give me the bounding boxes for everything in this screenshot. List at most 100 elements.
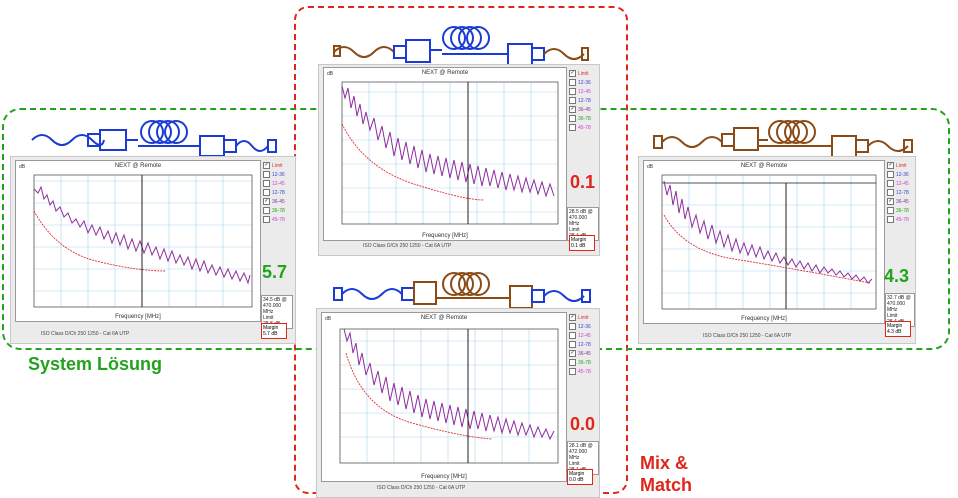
center-bottom-legend: ✓ Limit 12-36 12-45 12-78 ✓ 36-45 36-78 45… <box>569 313 599 376</box>
legend-item[interactable]: ✓ 36-45 <box>887 197 917 206</box>
center-bottom-footer: ISO Class D/Ch 250 1250 - Cat 6A UTP <box>377 485 466 491</box>
legend-checkbox[interactable] <box>569 332 576 339</box>
legend-label: 36-78 <box>578 115 591 122</box>
legend-item[interactable]: 36-78 <box>263 206 293 215</box>
legend-checkbox[interactable]: ✓ <box>263 198 270 205</box>
legend-checkbox[interactable] <box>887 171 894 178</box>
legend-checkbox[interactable] <box>263 189 270 196</box>
legend-item-limit[interactable]: ✓ Limit <box>263 161 293 170</box>
legend-label: 36-78 <box>272 207 285 214</box>
legend-item[interactable]: 12-36 <box>569 78 599 87</box>
legend-label: 12-45 <box>896 180 909 187</box>
center-top-margin-value: 0.1 <box>570 172 596 192</box>
legend-label: 12-36 <box>578 79 591 86</box>
legend-item[interactable]: 12-78 <box>569 340 599 349</box>
center-top-footer: ISO Class D/Ch 250 1250 - Cat 6A UTP <box>363 243 452 249</box>
legend-item[interactable]: 12-78 <box>263 188 293 197</box>
legend-label: 45-78 <box>896 216 909 223</box>
legend-checkbox[interactable] <box>887 180 894 187</box>
legend-checkbox[interactable] <box>887 189 894 196</box>
legend-checkbox[interactable] <box>569 323 576 330</box>
legend-item[interactable]: 12-36 <box>569 322 599 331</box>
plot-title: NEXT @ Remote <box>420 315 468 321</box>
margin-value: 5.7 dB <box>263 331 278 337</box>
legend-checkbox[interactable] <box>263 171 270 178</box>
center-bottom-margin-value: 0.0 <box>570 414 596 434</box>
info-line: Limit <box>263 315 274 321</box>
legend-checkbox[interactable] <box>569 115 576 122</box>
legend-checkbox[interactable]: ✓ <box>569 70 576 77</box>
legend-item[interactable]: 36-78 <box>887 206 917 215</box>
legend-item[interactable]: 12-36 <box>263 170 293 179</box>
legend-checkbox[interactable] <box>569 124 576 131</box>
legend-item[interactable]: 12-45 <box>263 179 293 188</box>
legend-label: 12-36 <box>578 323 591 330</box>
x-axis-label: Frequency [MHz] <box>422 233 468 239</box>
mix-match-caption-line2: Match <box>640 475 693 495</box>
legend-checkbox[interactable] <box>887 207 894 214</box>
legend-item[interactable]: 12-45 <box>569 331 599 340</box>
legend-checkbox[interactable]: ✓ <box>569 106 576 113</box>
right-test-panel: dB NEXT @ Remote Frequency [MHz] ✓ Limit … <box>638 156 916 344</box>
legend-item[interactable]: 36-78 <box>569 114 599 123</box>
legend-item-limit[interactable]: ✓ Limit <box>569 69 599 78</box>
legend-checkbox[interactable]: ✓ <box>887 198 894 205</box>
legend-checkbox[interactable] <box>569 97 576 104</box>
legend-label: 12-45 <box>272 180 285 187</box>
legend-item-limit[interactable]: ✓ Limit <box>569 313 599 322</box>
plot-title: NEXT @ Remote <box>421 70 469 76</box>
legend-item[interactable]: ✓ 36-45 <box>569 105 599 114</box>
plot-svg <box>661 174 877 310</box>
legend-item[interactable]: 36-78 <box>569 358 599 367</box>
x-axis-label: Frequency [MHz] <box>741 316 787 322</box>
legend-label: 12-78 <box>578 97 591 104</box>
left-plot-area: dB NEXT @ Remote Frequency [MHz] <box>15 160 261 322</box>
legend-checkbox[interactable]: ✓ <box>887 162 894 169</box>
margin-label: Margin <box>569 471 585 477</box>
center-bottom-plot-area: dB NEXT @ Remote Frequency [MHz] <box>321 312 567 482</box>
left-margin-box: Margin 5.7 dB <box>261 323 287 339</box>
legend-checkbox[interactable] <box>569 368 576 375</box>
legend-item[interactable]: 12-36 <box>887 170 917 179</box>
info-line: Limit <box>569 461 580 467</box>
legend-item[interactable]: 12-78 <box>887 188 917 197</box>
legend-label: 12-78 <box>578 341 591 348</box>
legend-item[interactable]: 45-78 <box>887 215 917 224</box>
right-plot-area: dB NEXT @ Remote Frequency [MHz] <box>643 160 885 324</box>
legend-item[interactable]: 12-45 <box>569 87 599 96</box>
info-line: 28.5 dB @ <box>569 209 593 215</box>
legend-checkbox[interactable]: ✓ <box>569 350 576 357</box>
y-axis-label: dB <box>19 164 26 170</box>
plot-svg <box>339 328 559 464</box>
legend-item[interactable]: ✓ 36-45 <box>569 349 599 358</box>
legend-item[interactable]: 45-78 <box>569 367 599 376</box>
cable-brown-right-icon <box>653 120 913 159</box>
legend-item[interactable]: 12-78 <box>569 96 599 105</box>
legend-checkbox[interactable] <box>569 79 576 86</box>
legend-checkbox[interactable]: ✓ <box>263 162 270 169</box>
margin-value: 0.1 dB <box>571 243 586 249</box>
legend-checkbox[interactable]: ✓ <box>569 314 576 321</box>
legend-item-limit[interactable]: ✓ Limit <box>887 161 917 170</box>
legend-item[interactable]: 45-78 <box>263 215 293 224</box>
legend-label: Limit <box>578 70 589 77</box>
left-legend: ✓ Limit 12-36 12-45 12-78 ✓ 36-45 36-78 45… <box>263 161 293 224</box>
legend-checkbox[interactable] <box>887 216 894 223</box>
center-top-legend: ✓ Limit 12-36 12-45 12-78 ✓ 36-45 36-78 45… <box>569 69 599 132</box>
legend-checkbox[interactable] <box>569 88 576 95</box>
center-top-test-panel: dB NEXT @ Remote Frequency [MHz] ✓ Limit … <box>318 64 600 256</box>
legend-item[interactable]: 45-78 <box>569 123 599 132</box>
legend-checkbox[interactable] <box>263 216 270 223</box>
legend-checkbox[interactable] <box>263 207 270 214</box>
legend-item[interactable]: ✓ 36-45 <box>263 197 293 206</box>
legend-label: 12-78 <box>272 189 285 196</box>
legend-checkbox[interactable] <box>263 180 270 187</box>
legend-checkbox[interactable] <box>569 341 576 348</box>
legend-item[interactable]: 12-45 <box>887 179 917 188</box>
center-top-margin-box: Margin 0.1 dB <box>569 235 595 251</box>
legend-checkbox[interactable] <box>569 359 576 366</box>
info-line: 470.000 MHz <box>263 303 282 315</box>
legend-label: Limit <box>272 162 283 169</box>
legend-label: 36-45 <box>578 350 591 357</box>
legend-label: 12-45 <box>578 332 591 339</box>
